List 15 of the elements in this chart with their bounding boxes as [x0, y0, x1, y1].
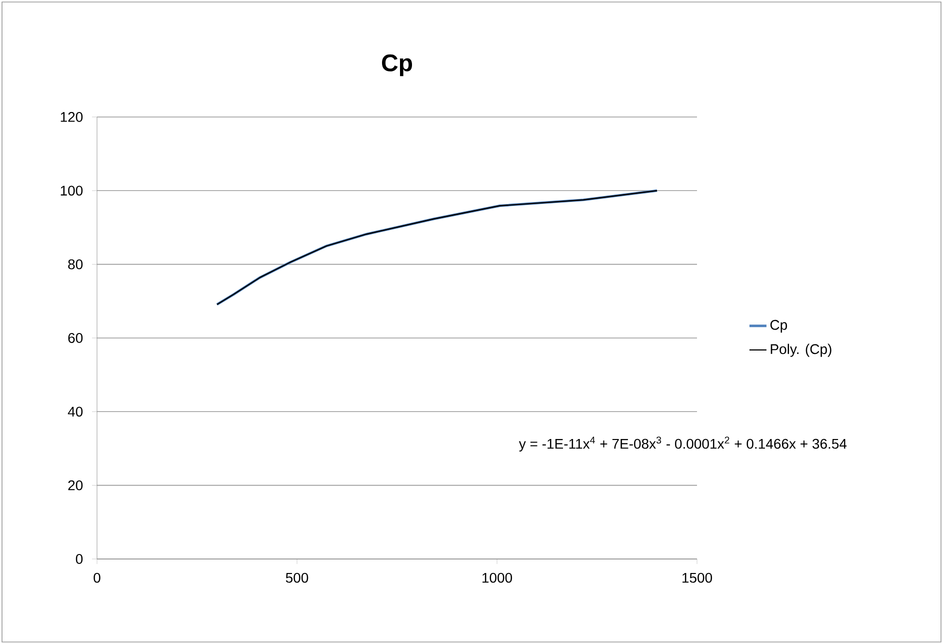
x-tick-label: 1000: [482, 572, 512, 583]
y-tick-label: 80: [68, 259, 83, 270]
y-tick-label: 40: [68, 406, 83, 417]
y-tick-label: 100: [60, 186, 83, 196]
y-tick-label: 20: [68, 480, 83, 490]
y-tick-label: 120: [60, 112, 83, 122]
annotation: y = -1E-11x$^{4}$ + 7E-08x$^{3}$ - 0.0001x$^{2}$ + 0.1466x + 36.54: [518, 436, 847, 452]
legend-label: Cp: [770, 320, 788, 333]
x-tick-label: 500: [286, 572, 308, 583]
x-tick-label: 1500: [682, 572, 712, 583]
x-tick-label: 0: [94, 572, 100, 583]
y-tick-label: 0: [76, 554, 83, 564]
legend-label: Poly. (Cp): [770, 344, 832, 357]
y-tick-label: 60: [68, 333, 83, 343]
chart-title: Cp: [382, 54, 412, 76]
